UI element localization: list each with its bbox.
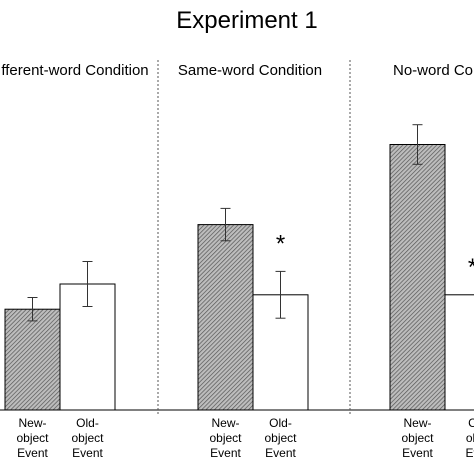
panel-title: fferent-word Condition [1, 62, 148, 79]
plot-area: fferent-word Condition New-object Event Old… [0, 60, 474, 460]
tick-label: New-object Event [209, 416, 242, 460]
tick-label: New-object Event [401, 416, 434, 460]
bar [4, 308, 61, 411]
tick-label: New-object Event [16, 416, 49, 460]
tick-label: CobEv [465, 416, 474, 460]
bar [444, 294, 474, 411]
panel-title: No-word Co [393, 62, 473, 79]
significance-marker: * [468, 254, 474, 281]
significance-marker: * [276, 230, 285, 257]
bar [389, 144, 446, 411]
chart-title: Experiment 1 [176, 7, 317, 34]
bar [197, 224, 254, 411]
tick-label: Old-object Event [71, 416, 104, 460]
panel-title: Same-word Condition [178, 62, 322, 79]
tick-label: Old-object Event [264, 416, 297, 460]
